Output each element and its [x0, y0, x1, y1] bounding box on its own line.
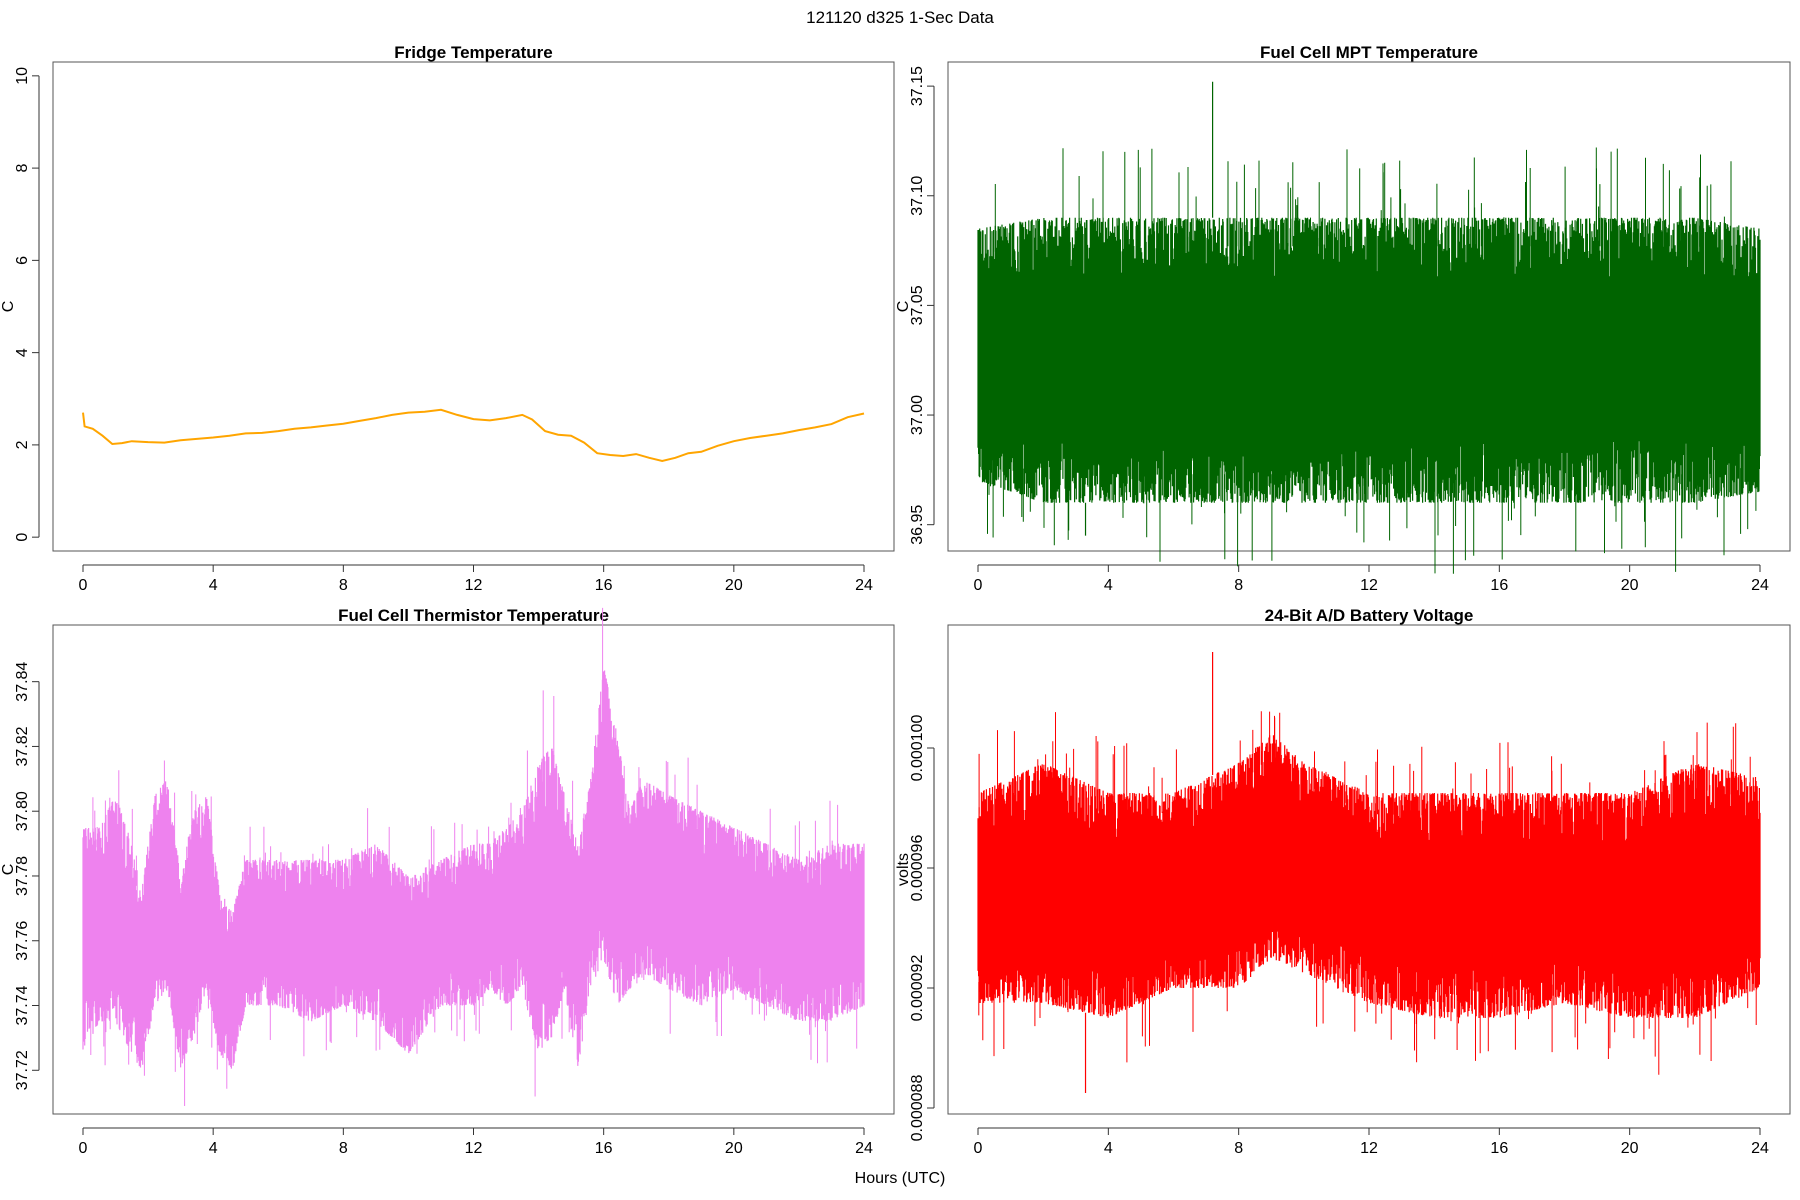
figure-supertitle: 121120 d325 1-Sec Data [806, 8, 994, 27]
x-tick-label: 8 [339, 577, 348, 594]
y-tick-label: 37.74 [14, 985, 31, 1025]
y-tick-label: 37.00 [909, 395, 926, 435]
x-tick-label: 16 [1490, 577, 1508, 594]
y-axis-label: volts [895, 853, 912, 886]
x-tick-label: 20 [1621, 1140, 1639, 1157]
x-tick-label: 4 [1104, 577, 1113, 594]
series-line [82, 408, 865, 463]
y-tick-label: 37.82 [14, 726, 31, 766]
plot-frame [52, 624, 895, 1115]
y-axis-label: C [895, 301, 912, 313]
x-tick-label: 8 [1234, 1140, 1243, 1157]
x-tick-label: 4 [1104, 1140, 1113, 1157]
series-spikes [90, 607, 858, 1106]
y-tick-label: 37.15 [909, 66, 926, 106]
y-axis-label: C [0, 864, 17, 876]
y-tick-label: 37.78 [14, 856, 31, 896]
x-tick-label: 12 [1360, 577, 1378, 594]
x-tick-label: 8 [1234, 577, 1243, 594]
series-trace [82, 670, 865, 1069]
panel-title: Fuel Cell Thermistor Temperature [338, 606, 609, 625]
panel-title: Fuel Cell MPT Temperature [1260, 43, 1478, 62]
x-tick-label: 4 [209, 1140, 218, 1157]
panel-title: 24-Bit A/D Battery Voltage [1265, 606, 1474, 625]
series-trace [977, 217, 1761, 503]
x-tick-label: 12 [1360, 1140, 1378, 1157]
x-tick-label: 0 [974, 577, 983, 594]
plot-frame [947, 61, 1791, 552]
y-tick-label: 0.000100 [909, 715, 926, 782]
x-tick-label: 0 [974, 1140, 983, 1157]
panel-title: Fridge Temperature [394, 43, 552, 62]
y-tick-label: 37.10 [909, 176, 926, 216]
y-axis-label: C [0, 301, 17, 313]
x-tick-label: 24 [1751, 1140, 1769, 1157]
y-tick-label: 0.000088 [909, 1075, 926, 1142]
x-tick-label: 16 [595, 577, 613, 594]
x-tick-label: 20 [1621, 577, 1639, 594]
x-tick-label: 4 [209, 577, 218, 594]
x-tick-label: 16 [595, 1140, 613, 1157]
y-tick-label: 0 [14, 533, 31, 542]
x-tick-label: 12 [465, 577, 483, 594]
x-tick-label: 8 [339, 1140, 348, 1157]
y-tick-label: 0.000092 [909, 955, 926, 1022]
y-tick-label: 37.76 [14, 921, 31, 961]
x-tick-label: 16 [1490, 1140, 1508, 1157]
x-tick-label: 12 [465, 1140, 483, 1157]
y-tick-label: 37.05 [909, 285, 926, 325]
x-axis-label: Hours (UTC) [855, 1170, 946, 1187]
series-trace [977, 735, 1761, 1018]
plot-frame [947, 624, 1791, 1115]
panel-4: 24-Bit A/D Battery Voltage 0 4 8 12 16 20 24 0.0… [895, 606, 1791, 1157]
x-tick-label: 24 [855, 1140, 873, 1157]
series-spikes [987, 147, 1757, 574]
panel-3: Fuel Cell Thermistor Temperature 0 4 8 12 16 2… [0, 606, 895, 1157]
y-tick-label: 8 [14, 164, 31, 173]
x-tick-label: 0 [79, 1140, 88, 1157]
y-tick-label: 37.84 [14, 662, 31, 702]
x-tick-label: 0 [79, 577, 88, 594]
y-tick-label: 36.95 [909, 505, 926, 545]
y-tick-label: 0.000096 [909, 835, 926, 902]
series-spikes [978, 711, 1757, 1075]
y-tick-label: 10 [14, 67, 31, 85]
x-tick-label: 20 [725, 1140, 743, 1157]
y-tick-label: 37.80 [14, 791, 31, 831]
y-tick-label: 2 [14, 440, 31, 449]
y-tick-label: 37.72 [14, 1050, 31, 1090]
y-tick-label: 6 [14, 256, 31, 265]
plot-frame [52, 61, 895, 552]
x-tick-label: 24 [1751, 577, 1769, 594]
y-tick-label: 4 [14, 348, 31, 357]
panel-2: Fuel Cell MPT Temperature 0 4 8 12 16 20 24 36.9… [895, 43, 1791, 594]
x-tick-label: 20 [725, 577, 743, 594]
x-tick-label: 24 [855, 577, 873, 594]
